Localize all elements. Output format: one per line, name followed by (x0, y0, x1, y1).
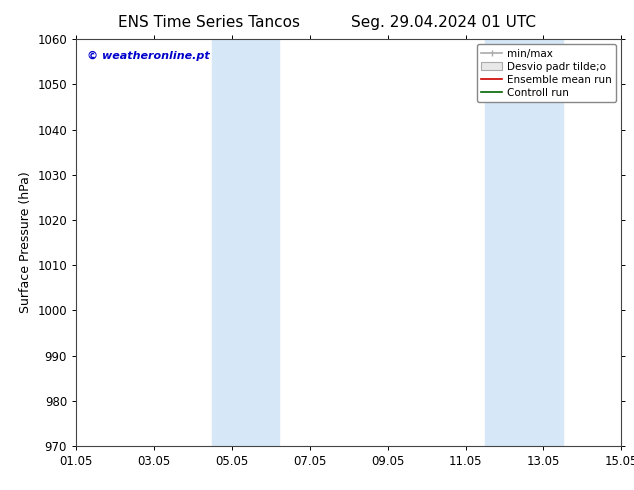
Y-axis label: Surface Pressure (hPa): Surface Pressure (hPa) (19, 172, 32, 314)
Bar (485, 39, 563, 446)
Text: © weatheronline.pt: © weatheronline.pt (87, 51, 210, 61)
Text: Seg. 29.04.2024 01 UTC: Seg. 29.04.2024 01 UTC (351, 15, 536, 30)
Legend: min/max, Desvio padr tilde;o, Ensemble mean run, Controll run: min/max, Desvio padr tilde;o, Ensemble m… (477, 45, 616, 102)
Bar (212, 39, 278, 446)
Text: ENS Time Series Tancos: ENS Time Series Tancos (118, 15, 301, 30)
